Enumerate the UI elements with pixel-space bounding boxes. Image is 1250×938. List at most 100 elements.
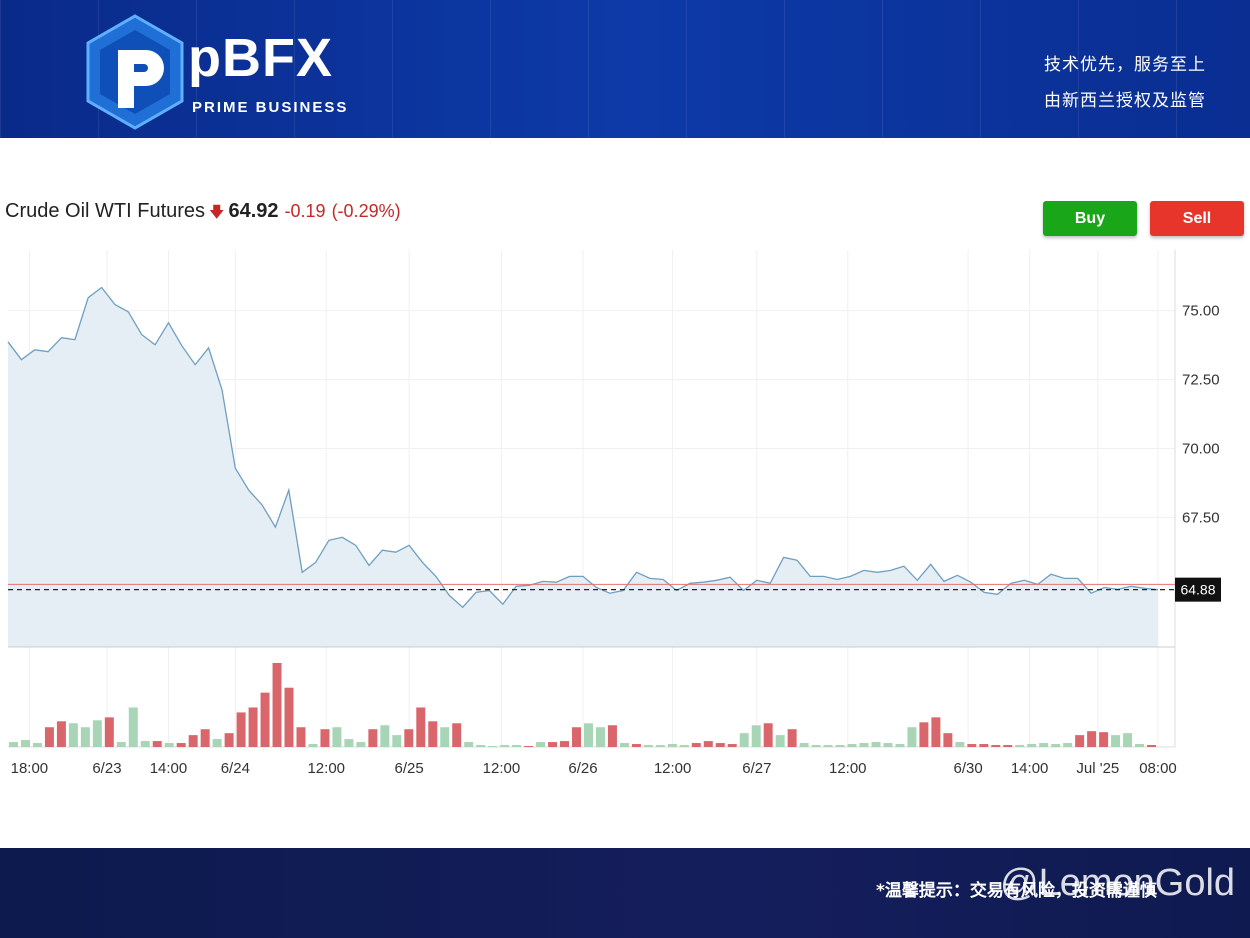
- volume-bar: [32, 743, 42, 747]
- volume-bar: [835, 745, 845, 747]
- volume-bar: [1087, 731, 1097, 747]
- x-tick-label: 6/26: [568, 760, 597, 777]
- volume-bar: [1003, 745, 1013, 747]
- volume-bar: [1111, 735, 1121, 747]
- volume-bar: [224, 733, 234, 747]
- volume-bar: [619, 743, 629, 747]
- volume-bar: [392, 735, 402, 747]
- volume-bar: [727, 744, 737, 747]
- volume-bar: [643, 745, 653, 747]
- last-price-box: [1175, 577, 1221, 602]
- volume-bar: [152, 741, 162, 747]
- volume-bar: [9, 742, 18, 747]
- volume-bar: [548, 742, 558, 747]
- buy-button[interactable]: Buy: [1043, 201, 1137, 236]
- brand: pBFX: [188, 28, 333, 88]
- volume-bar: [1099, 732, 1109, 747]
- volume-bar: [1027, 744, 1037, 747]
- volume-bar: [260, 692, 270, 747]
- slogan: 技术优先，服务至上: [1044, 55, 1206, 75]
- volume-bar: [116, 742, 126, 747]
- change: -0.19: [284, 201, 326, 221]
- volume-bar: [979, 744, 989, 747]
- volume-bar: [560, 741, 570, 747]
- x-tick-label: Jul '25: [1076, 760, 1119, 777]
- volume-bar: [380, 725, 390, 747]
- volume-bar: [344, 739, 354, 747]
- volume-bar: [68, 723, 78, 747]
- footer: *温馨提示：交易有风险，投资需谨慎 @LemonGold: [0, 848, 1250, 938]
- volume-bar: [739, 733, 749, 747]
- volume-bar: [500, 745, 510, 747]
- volume-bar: [931, 717, 941, 747]
- volume-bar: [368, 729, 378, 747]
- volume-bar: [595, 727, 605, 747]
- volume-bar: [572, 727, 581, 747]
- banner-pattern: [0, 0, 1250, 138]
- sell-button[interactable]: Sell: [1150, 201, 1244, 236]
- volume-bar: [1135, 744, 1145, 747]
- volume-bar: [691, 743, 701, 747]
- volume-bar: [80, 727, 90, 747]
- x-tick-label: 6/25: [395, 760, 424, 777]
- volume-bar: [284, 687, 294, 747]
- volume-bar: [464, 742, 474, 747]
- volume-bar: [524, 746, 534, 747]
- volume-bar: [631, 744, 641, 747]
- volume-bar: [655, 745, 665, 747]
- y-tick-label: 75.00: [1182, 303, 1220, 320]
- volume-bar: [416, 707, 426, 747]
- slogan: 由新西兰授权及监管: [1044, 91, 1206, 111]
- volume-bar: [679, 745, 689, 747]
- volume-bar: [332, 727, 342, 747]
- volume-bar: [44, 727, 54, 747]
- x-tick-label: 18:00: [11, 760, 49, 777]
- volume-bar: [440, 727, 450, 747]
- price-line: [7, 286, 1159, 609]
- volume-bar: [128, 707, 138, 747]
- volume-bar: [823, 745, 833, 747]
- volume-bar: [356, 742, 366, 747]
- volume-bar: [895, 744, 905, 747]
- footer-note: *温馨提示：交易有风险，投资需谨慎: [876, 881, 1157, 901]
- x-tick-label: 08:00: [1139, 760, 1177, 777]
- volume-bar: [955, 742, 965, 747]
- volume-bar: [488, 746, 498, 747]
- volume-bar: [92, 720, 102, 747]
- y-tick-label: 72.50: [1182, 372, 1220, 389]
- volume-bar: [667, 744, 677, 747]
- watermark: @LemonGold: [1000, 862, 1236, 904]
- x-tick-label: 14:00: [150, 760, 188, 777]
- volume-bar: [991, 745, 1001, 747]
- volume-bar: [1039, 743, 1049, 747]
- volume-bar: [56, 721, 66, 747]
- volume-bar: [859, 743, 869, 747]
- y-tick-label: 70.00: [1182, 441, 1220, 458]
- volume-bar: [847, 744, 857, 747]
- volume-bar: [296, 727, 306, 747]
- volume-bar: [883, 743, 893, 747]
- x-tick-label: 12:00: [483, 760, 521, 777]
- x-tick-label: 12:00: [307, 760, 345, 777]
- volume-bar: [1075, 735, 1085, 747]
- volume-bar: [452, 723, 462, 747]
- volume-bar: [536, 742, 546, 747]
- volume-bar: [584, 723, 593, 747]
- volume-bar: [140, 741, 150, 747]
- logo-icon: [86, 14, 184, 130]
- volume-bar: [907, 727, 917, 747]
- price: 64.92: [228, 200, 279, 222]
- volume-bar: [715, 743, 725, 747]
- last-price-label: 64.88: [1180, 582, 1215, 598]
- chart: 75.00 72.50 70.00 67.50 18:00 6/23 14:00 6/24 12…: [7, 250, 1221, 777]
- header-banner: pBFX PRIME BUSINESS 技术优先，服务至上 由新西兰授权及监管: [0, 0, 1250, 138]
- volume-bar: [248, 707, 258, 747]
- volume-bar: [751, 725, 761, 747]
- volume-bar: [811, 745, 821, 747]
- volume-bar: [1147, 745, 1156, 747]
- volume-bar: [775, 735, 785, 747]
- y-tick-label: 67.50: [1182, 509, 1220, 526]
- volume-bar: [320, 729, 330, 747]
- volume-bar: [1051, 744, 1061, 747]
- brand-sub: PRIME BUSINESS: [192, 99, 349, 116]
